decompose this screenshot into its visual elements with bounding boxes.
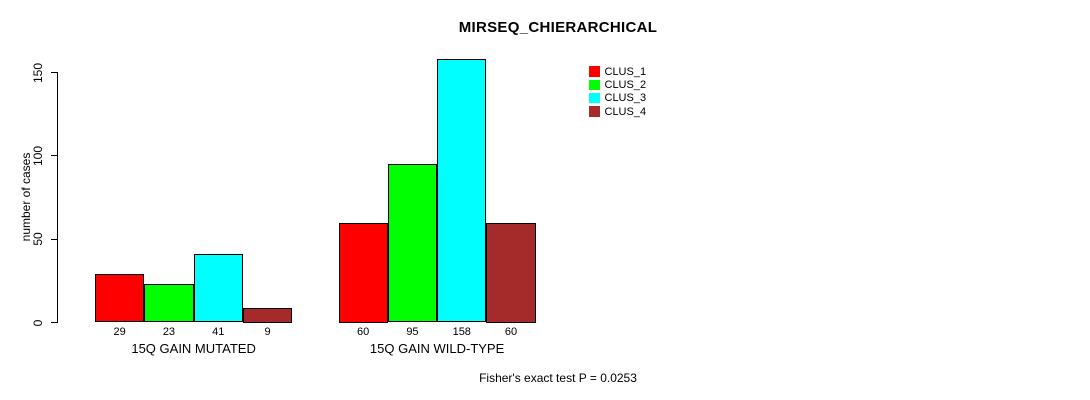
bar-value-label: 23 [162,325,176,338]
legend-row: CLUS_1 [589,65,646,78]
bar-clus_1-1 [95,274,145,323]
legend: CLUS_1 CLUS_2 CLUS_3 CLUS_4 [589,65,646,118]
y-tick [51,72,58,73]
bar-value-label: 41 [212,325,225,338]
group-label: 15Q GAIN MUTATED [131,341,256,356]
bar-clus_4-1 [242,307,293,323]
bar-clus_4-2 [486,222,536,323]
y-tick [51,322,58,323]
legend-label: CLUS_2 [604,78,647,91]
legend-row: CLUS_2 [589,78,646,91]
y-tick-label: 150 [31,62,45,83]
bar-value-label: 60 [504,325,518,338]
bar-value-label: 158 [452,325,471,338]
legend-swatch-clus_2 [589,79,600,91]
legend-label: CLUS_1 [604,65,647,78]
legend-row: CLUS_3 [589,92,646,105]
bar-clus_2-1 [144,284,194,323]
legend-row: CLUS_4 [589,105,646,118]
footnote: Fisher's exact test P = 0.0253 [479,371,637,385]
bar-value-label: 29 [113,325,126,338]
group-label: 15Q GAIN WILD-TYPE [369,341,505,356]
y-axis-line [57,72,58,323]
y-tick [51,155,58,157]
bar-value-label: 60 [357,325,370,338]
y-tick [51,238,58,240]
bar-value-label: 95 [406,325,419,338]
legend-label: CLUS_3 [604,92,647,105]
bar-clus_2-2 [387,164,438,323]
y-tick-label: 100 [31,145,45,166]
chart-title: MIRSEQ_CHIERARCHICAL [458,19,658,36]
legend-label: CLUS_4 [604,105,647,118]
bar-value-label: 9 [264,325,271,338]
bar-clus_3-1 [193,254,243,323]
bar-clus_3-2 [437,59,487,323]
legend-swatch-clus_1 [589,66,600,77]
y-tick-label: 0 [31,319,45,326]
legend-swatch-clus_3 [589,92,600,104]
bar-clus_1-2 [338,222,388,323]
legend-swatch-clus_4 [589,106,600,117]
y-tick-label: 50 [31,232,45,246]
